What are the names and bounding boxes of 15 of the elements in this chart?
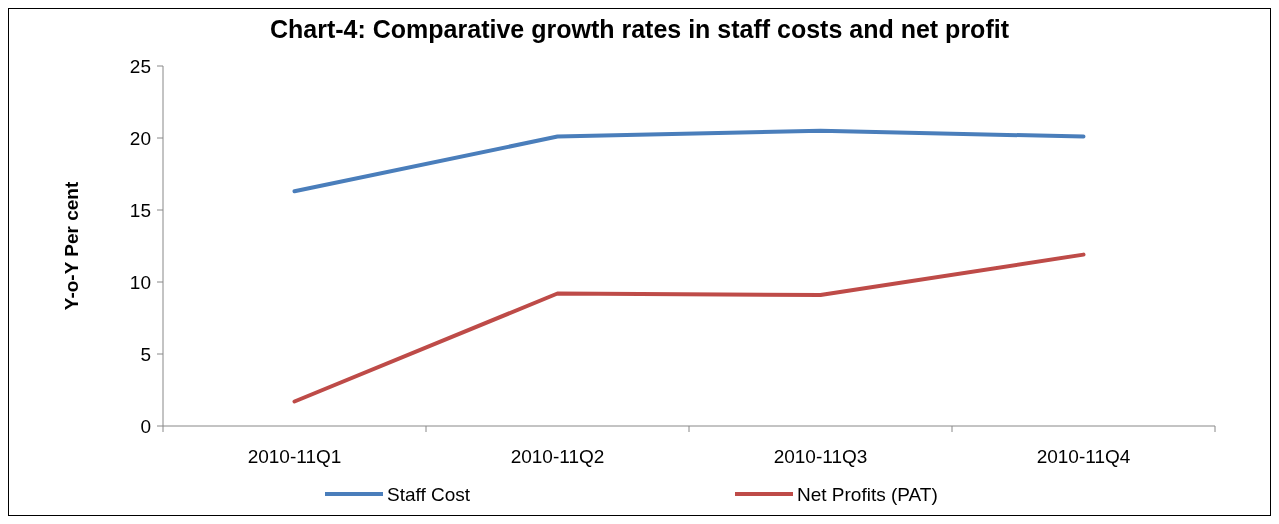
y-axis-title: Y-o-Y Per cent bbox=[61, 181, 82, 311]
y-tick-label: 5 bbox=[140, 343, 151, 365]
x-tick-label: 2010-11Q2 bbox=[510, 446, 605, 467]
legend-label: Staff Cost bbox=[387, 483, 471, 505]
y-tick-label: 15 bbox=[129, 199, 151, 221]
chart-title: Chart-4: Comparative growth rates in staff costs and net profit bbox=[270, 15, 1010, 43]
y-tick-label: 20 bbox=[129, 127, 151, 149]
y-tick-label: 25 bbox=[129, 55, 151, 77]
x-tick-label: 2010-11Q3 bbox=[773, 446, 868, 467]
y-tick-label: 0 bbox=[140, 415, 151, 437]
legend-label: Net Profits (PAT) bbox=[797, 483, 938, 505]
x-tick-label: 2010-11Q4 bbox=[1036, 446, 1131, 467]
line-series bbox=[292, 252, 1086, 404]
x-tick-label: 2010-11Q1 bbox=[247, 446, 342, 467]
y-tick-label: 10 bbox=[129, 271, 151, 293]
